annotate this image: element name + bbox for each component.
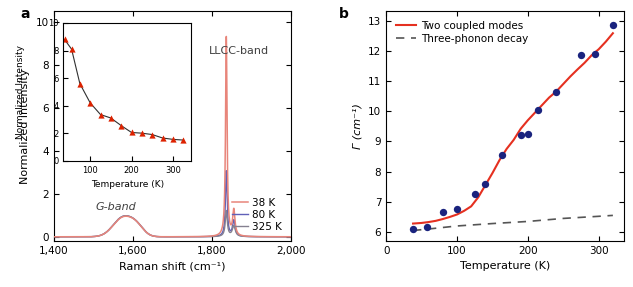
Point xyxy=(551,89,561,94)
Legend: Two coupled modes, Three-phonon decay: Two coupled modes, Three-phonon decay xyxy=(391,17,533,48)
Legend: 38 K, 80 K, 325 K: 38 K, 80 K, 325 K xyxy=(228,193,286,236)
Y-axis label: Γ (cm⁻¹): Γ (cm⁻¹) xyxy=(353,103,363,149)
Point xyxy=(422,225,432,230)
Text: G-band: G-band xyxy=(96,202,137,212)
X-axis label: Raman shift (cm⁻¹): Raman shift (cm⁻¹) xyxy=(119,261,226,272)
Text: LLCC-band: LLCC-band xyxy=(209,46,269,57)
Point xyxy=(496,153,506,157)
Text: b: b xyxy=(339,7,349,21)
Point xyxy=(470,192,480,197)
X-axis label: Temperature (K): Temperature (K) xyxy=(460,261,550,272)
Point xyxy=(608,23,618,27)
Point xyxy=(590,51,600,56)
Point xyxy=(480,181,491,186)
Point xyxy=(438,210,448,215)
Y-axis label: Normalized intensity: Normalized intensity xyxy=(20,69,30,184)
Point xyxy=(516,133,526,138)
Point xyxy=(408,227,418,231)
Text: a: a xyxy=(21,7,30,21)
Point xyxy=(452,207,462,212)
Point xyxy=(523,131,533,136)
Point xyxy=(534,107,544,112)
Point xyxy=(576,53,586,58)
